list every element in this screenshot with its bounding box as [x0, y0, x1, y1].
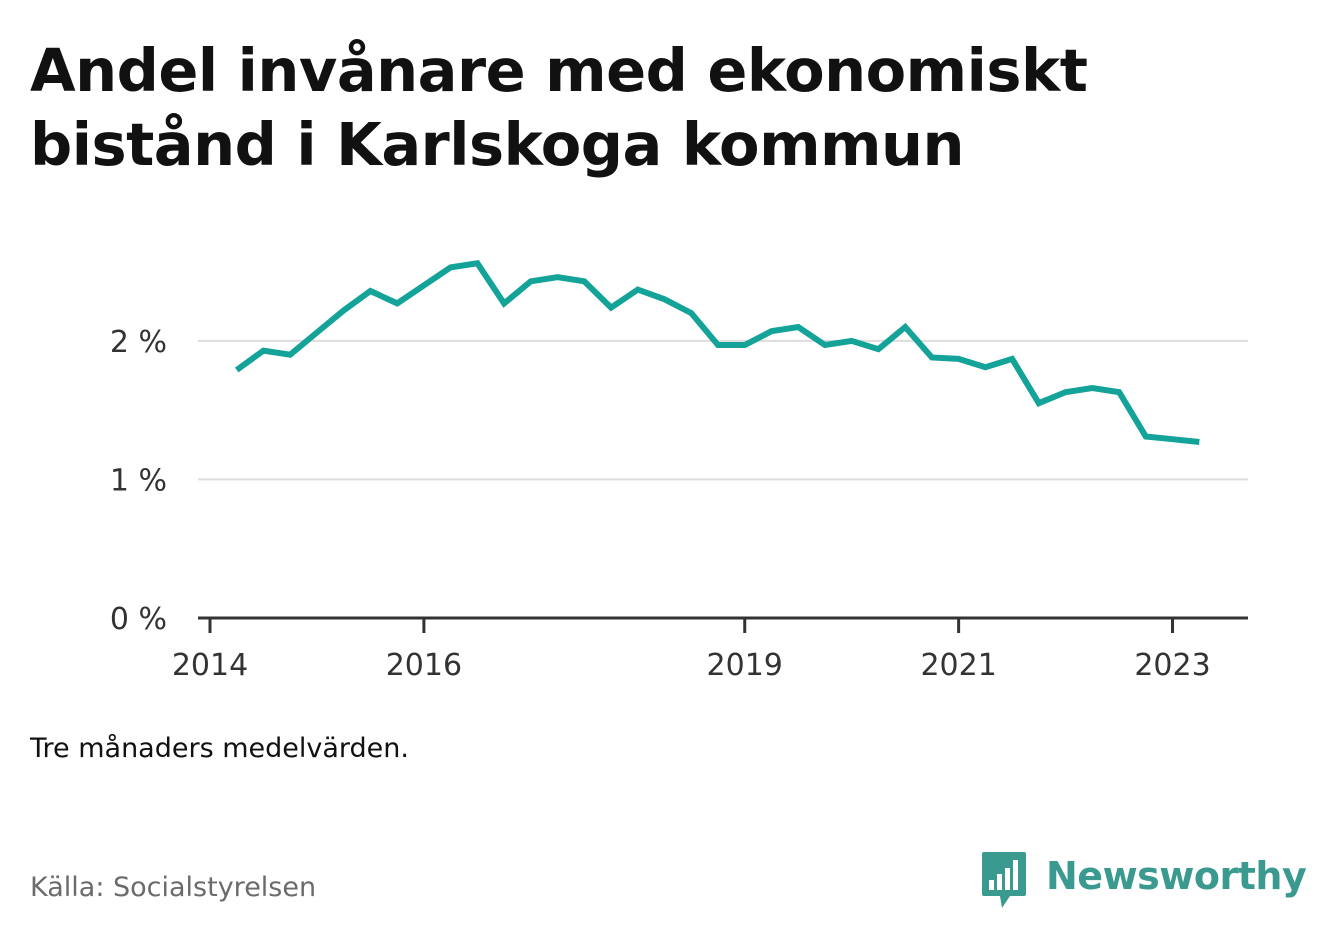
x-axis-ticks — [208, 618, 1175, 633]
series-layer — [234, 260, 1200, 445]
x-tick-label: 2023 — [1134, 648, 1210, 683]
x-axis-labels: 2014 2016 2019 2021 2023 — [172, 648, 1211, 683]
y-tick-label: 2 % — [110, 325, 167, 360]
x-tick-label: 2014 — [172, 648, 248, 683]
brand-name: Newsworthy — [1046, 854, 1307, 898]
series-line-0 — [234, 260, 1200, 445]
brand-logo: Newsworthy — [980, 848, 1307, 912]
chart-note: Tre månaders medelvärden. — [30, 733, 409, 764]
newsworthy-logo-icon — [982, 852, 1026, 908]
x-tick-label: 2021 — [920, 648, 996, 683]
gridlines — [198, 339, 1248, 481]
y-tick-label: 0 % — [110, 602, 167, 637]
x-tick-label: 2016 — [386, 648, 462, 683]
chart-title: Andel invånare med ekonomiskt bistånd i … — [30, 36, 1088, 179]
y-axis-labels: 0 % 1 % 2 % — [110, 325, 167, 637]
y-tick-label: 1 % — [110, 463, 167, 498]
x-tick-label: 2019 — [707, 648, 783, 683]
source-text: Källa: Socialstyrelsen — [30, 872, 317, 903]
